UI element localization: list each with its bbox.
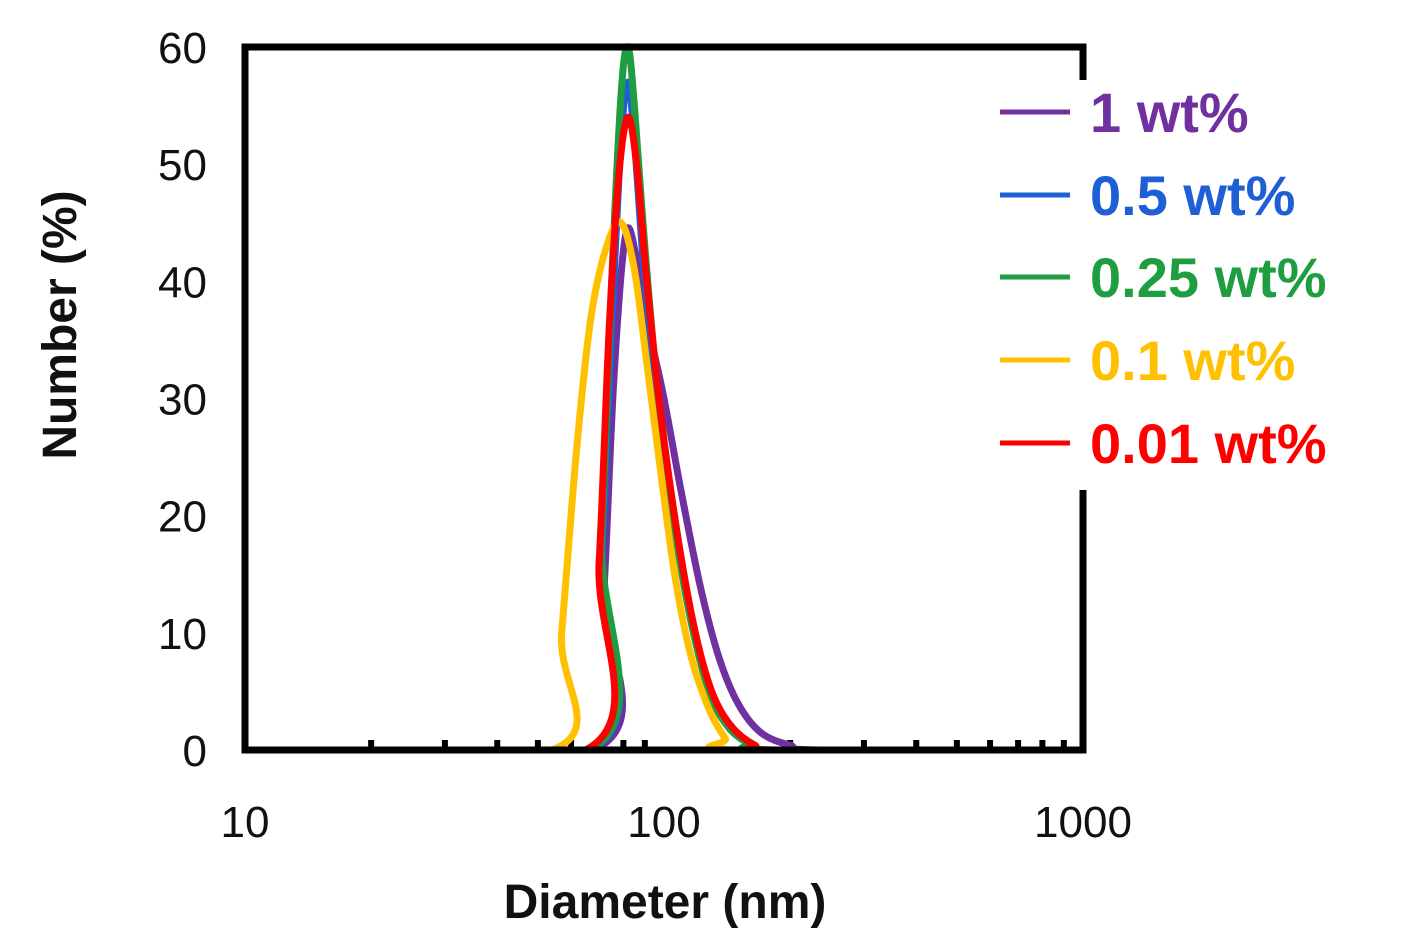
x-minor-tick [534,740,541,750]
series-line-4 [241,218,1087,754]
y-tick-label: 20 [158,493,207,542]
legend-label: 0.1 wt% [1090,329,1295,392]
x-minor-tick [987,740,994,750]
legend: 1 wt% 0.5 wt% 0.25 wt% 0.1 wt% 0.01 wt% [990,80,1410,490]
x-minor-tick [860,740,867,750]
x-axis-title: Diameter (nm) [504,876,827,929]
legend-label: 0.5 wt% [1090,164,1295,227]
y-tick-label: 30 [158,376,207,425]
y-tick-label: 50 [158,141,207,190]
tick-labels: 0 10 20 30 40 50 60 10 100 1000 [158,24,1132,847]
y-tick-label: 0 [183,727,207,776]
x-minor-tick [620,740,627,750]
x-minor-tick [441,740,448,750]
x-minor-tick [494,740,501,750]
x-tick-label: 1000 [1034,798,1132,847]
y-tick-label: 60 [158,24,207,73]
series-line-5 [241,113,1087,754]
plot-lines [241,43,1087,754]
legend-label: 0.01 wt% [1090,412,1327,475]
y-tick-label: 40 [158,258,207,307]
x-minor-tick [913,740,920,750]
x-minor-tick [568,740,575,750]
y-axis-title: Number (%) [34,190,87,459]
x-minor-tick [1015,740,1022,750]
x-minor-tick [641,740,648,750]
x-tick-label: 10 [221,798,270,847]
legend-box [990,80,1410,490]
x-minor-tick [1060,740,1067,750]
legend-label: 0.25 wt% [1090,246,1327,309]
x-minor-tick [953,740,960,750]
x-minor-tick [1039,740,1046,750]
x-tick-label: 100 [627,798,700,847]
y-tick-label: 10 [158,610,207,659]
legend-label: 1 wt% [1090,81,1249,144]
x-minor-tick [368,740,375,750]
tick-marks [368,740,1067,750]
